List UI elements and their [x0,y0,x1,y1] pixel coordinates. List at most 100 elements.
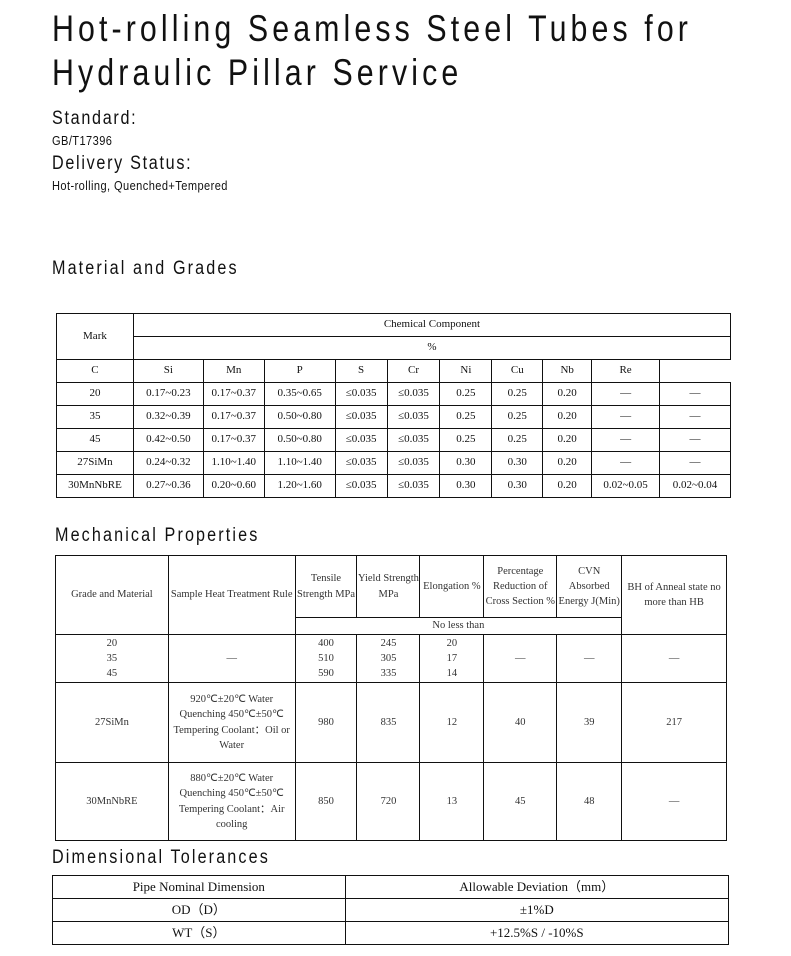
table-cell: 13 [419,762,485,841]
column-header-cu: Cu [491,359,544,383]
table-cell: 30MnNbRE [55,762,169,841]
mechanical-properties-table: Grade and Material Sample Heat Treatment … [55,555,727,841]
column-header: Grade and Material [55,555,169,635]
column-header: Elongation % [419,555,485,618]
table-cell: — [591,405,661,429]
table-cell: 0.25 [439,428,493,452]
table-cell: 880℃±20℃ Water Quenching 450℃±50℃ Temper… [167,762,296,841]
table-cell: 0.30 [439,474,493,498]
table-row: 30MnNbRE 880℃±20℃ Water Quenching 450℃±50… [55,762,727,841]
table-row: 45 0.42~0.50 0.17~0.37 0.50~0.80 ≤0.035 ≤0.03… [56,428,731,452]
table-cell: ≤0.035 [334,382,388,406]
table-cell: 1.10~1.40 [202,451,265,475]
table-cell: 20 35 45 [55,634,169,683]
table-cell: 1.20~1.60 [263,474,336,498]
table-row: WT（S） +12.5%S / -10%S [52,921,730,945]
table-cell: — [591,428,661,452]
table-cell: — [621,634,727,683]
table-cell: ≤0.035 [386,382,441,406]
page-title-line2: Hydraulic Pillar Service [52,52,463,93]
table-cell: ≤0.035 [334,451,388,475]
table-cell: ≤0.035 [386,428,441,452]
table-cell: — [659,451,731,475]
table-cell: 217 [621,682,727,763]
table-cell: 720 [356,762,421,841]
table-cell: 27SiMn [55,682,169,763]
table-cell: ≤0.035 [386,451,441,475]
table-cell: 0.17~0.37 [202,382,265,406]
table-cell: — [167,634,296,683]
table-cell: 30MnNbRE [56,474,134,498]
table-cell: 850 [294,762,358,841]
table-cell: 0.20 [542,428,593,452]
table-cell: +12.5%S / -10%S [344,921,730,945]
table-cell: — [483,634,558,683]
section-heading-dimensional: Dimensional Tolerances [52,847,270,868]
table-cell: 39 [556,682,623,763]
column-header: Yield Strength MPa [356,555,421,618]
table-cell: 0.27~0.36 [132,474,204,498]
table-cell: 0.42~0.50 [132,428,204,452]
table-cell: — [591,451,661,475]
table-cell: 0.20~0.60 [202,474,265,498]
table-cell: ≤0.035 [386,474,441,498]
table-cell: 0.25 [491,382,544,406]
standard-value: GB/T17396 [52,133,113,148]
table-cell: 0.20 [542,382,593,406]
column-header: Pipe Nominal Dimension [52,875,346,899]
table-row: OD（D） ±1%D [52,898,730,922]
mark-header: Mark [56,313,134,360]
table-cell: 1.10~1.40 [263,451,336,475]
table-cell: 0.25 [491,405,544,429]
table-cell: 0.17~0.37 [202,428,265,452]
table-cell: 245 305 335 [356,634,421,683]
page-title-line1: Hot-rolling Seamless Steel Tubes for [52,8,693,49]
table-row: 20 35 45—400 510 590 245 305 335 20 17 14—… [55,634,727,683]
table-cell: 40 [483,682,558,763]
table-cell: 0.20 [542,451,593,475]
table-cell: 0.02~0.04 [659,474,731,498]
column-header-nb: Nb [542,359,593,383]
column-header-p: P [263,359,336,383]
dimensional-tolerances-table: Pipe Nominal Dimension Allowable Deviatio… [52,875,730,945]
table-row: 27SiMn 0.24~0.32 1.10~1.40 1.10~1.40 ≤0.035 ≤… [56,451,731,475]
column-header: Sample Heat Treatment Rule [167,555,296,635]
column-header-s: S [334,359,388,383]
table-cell: 45 [56,428,134,452]
chemical-component-table: Mark Chemical Component % C Si Mn P S Cr Ni Cu Nb… [56,313,732,498]
table-cell: — [659,405,731,429]
column-header-c: C [56,359,134,383]
section-heading-mechanical: Mechanical Properties [55,525,260,546]
column-header-re: Re [591,359,661,383]
table-cell: 20 17 14 [419,634,485,683]
table-row: 35 0.32~0.39 0.17~0.37 0.50~0.80 ≤0.035 ≤0.03… [56,405,731,429]
chemical-component-header: Chemical Component [132,313,732,337]
table-cell: 12 [419,682,485,763]
table-cell: ≤0.035 [386,405,441,429]
unit-header: % [132,336,732,360]
column-header-mn: Mn [202,359,265,383]
table-cell: — [621,762,727,841]
table-cell: WT（S） [52,921,346,945]
column-header-si: Si [132,359,204,383]
table-cell: 0.30 [439,451,493,475]
table-cell: 0.25 [491,428,544,452]
table-cell: 20 [56,382,134,406]
column-header: CVN Absorbed Energy J(Min) [556,555,623,618]
table-row: 20 0.17~0.23 0.17~0.37 0.35~0.65 ≤0.035 ≤0.03… [56,382,731,406]
table-cell: 35 [56,405,134,429]
table-cell: 835 [356,682,421,763]
table-row: 30MnNbRE 0.27~0.36 0.20~0.60 1.20~1.60 ≤0.03… [56,474,731,498]
standard-label: Standard: [52,108,138,129]
table-cell: 0.25 [439,405,493,429]
table-cell: — [659,428,731,452]
table-row: 27SiMn 920℃±20℃ Water Quenching 450℃±50℃ … [55,682,727,763]
table-cell: ≤0.035 [334,428,388,452]
table-cell: 0.02~0.05 [591,474,661,498]
no-less-than-label: No less than [294,617,623,635]
table-cell: 0.35~0.65 [263,382,336,406]
column-header: BH of Anneal state no more than HB [621,555,727,635]
table-cell: 0.25 [439,382,493,406]
table-cell: 0.50~0.80 [263,405,336,429]
table-cell: — [556,634,623,683]
